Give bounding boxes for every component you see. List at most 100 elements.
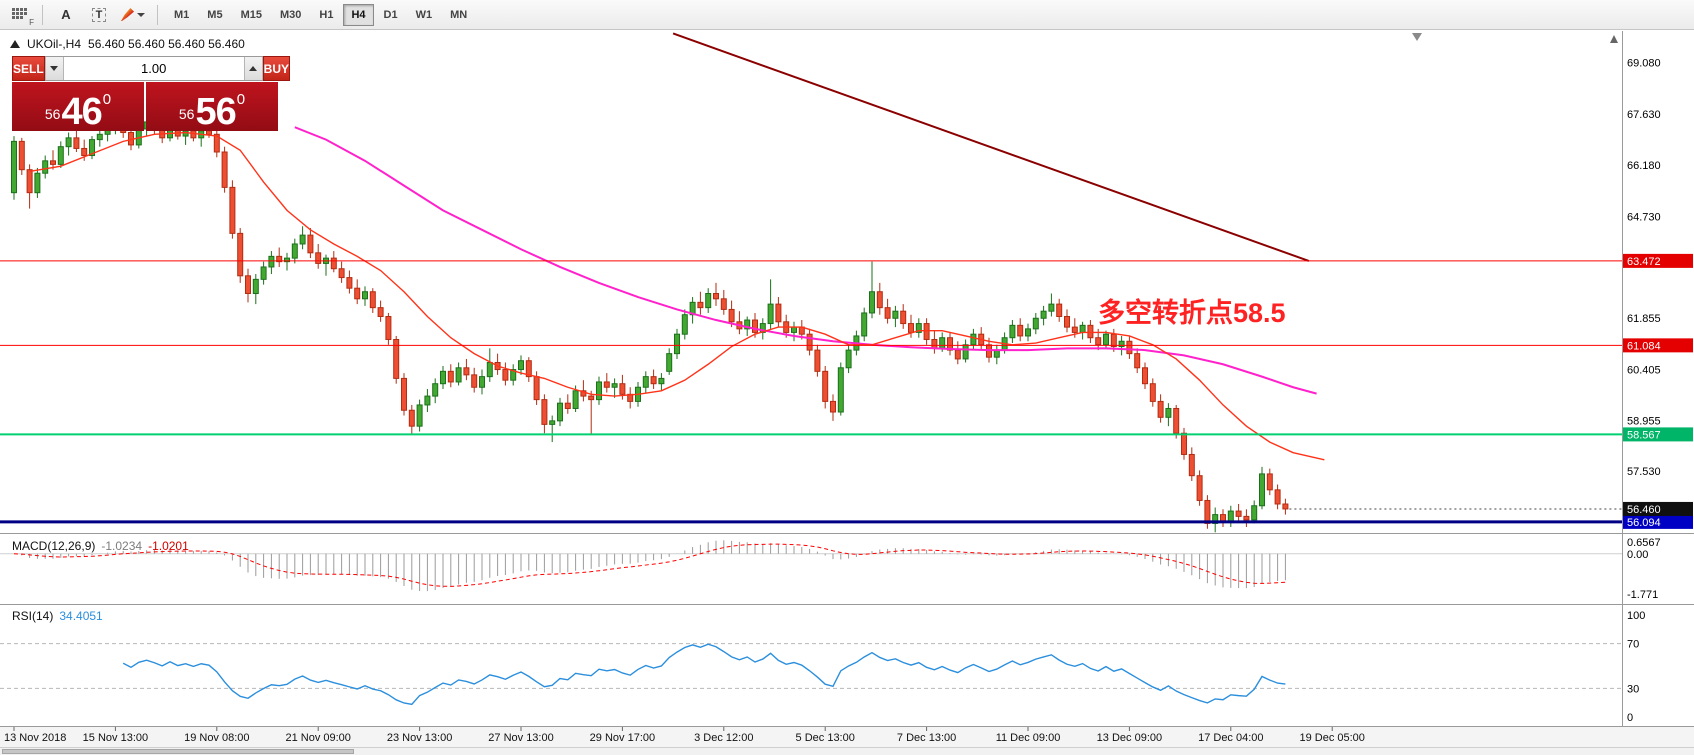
candle-body [338, 268, 345, 279]
sell-price-prefix: 56 [44, 106, 61, 122]
candle-body [81, 147, 88, 157]
volume-control [44, 56, 263, 81]
grid-icon [11, 8, 27, 19]
candle-body [1149, 383, 1156, 402]
candle-body [954, 349, 961, 360]
candle-body [845, 349, 852, 369]
candle-body [876, 291, 883, 309]
buy-price-display[interactable]: 56 56 0 [146, 82, 278, 131]
draw-tool-button[interactable] [117, 4, 149, 26]
timeframe-m1[interactable]: M1 [174, 8, 190, 21]
annotation-tool-label: A [61, 7, 71, 22]
timeframe-w1[interactable]: W1 [415, 8, 433, 21]
sell-price-big: 46 [61, 90, 102, 133]
candle-body [752, 319, 758, 333]
candle-body [346, 277, 353, 289]
ma-red-line[interactable] [29, 131, 1325, 461]
candle-body [260, 266, 267, 280]
timeframe-h1[interactable]: H1 [319, 8, 334, 21]
volume-increase-button[interactable] [243, 57, 263, 80]
volume-decrease-button[interactable] [44, 57, 64, 80]
price-badge [1623, 253, 1693, 268]
timeframe-mn[interactable]: MN [450, 8, 468, 21]
candle-body [642, 376, 649, 388]
candle-body [1103, 333, 1109, 346]
annotation-tool-button[interactable]: A [51, 4, 81, 26]
candle-body [26, 169, 33, 194]
candle-body [385, 315, 392, 340]
candle-body [720, 298, 727, 310]
chart-shift-marker[interactable] [1412, 33, 1422, 41]
candle-body [650, 376, 657, 385]
timeframe-m30[interactable]: M30 [279, 8, 302, 21]
candle-body [869, 291, 875, 314]
chart-annotation: 多空转折点58.5 [1098, 298, 1286, 328]
candle-body [1142, 367, 1148, 385]
price-badge-label: 56.094 [1627, 517, 1661, 529]
candle-body [34, 172, 41, 194]
candle-body [1071, 326, 1078, 333]
candle-body [455, 367, 462, 383]
volume-input[interactable] [63, 57, 244, 80]
candle-body [471, 374, 478, 388]
candle-body [440, 370, 446, 385]
sell-price-sup: 0 [102, 91, 112, 108]
one-click-toggle-icon[interactable] [10, 40, 20, 48]
toolbar-separator [157, 4, 158, 25]
text-tool-button[interactable]: T [84, 4, 114, 26]
candle-body [713, 292, 719, 300]
pencil-icon [121, 8, 134, 21]
candle-body [970, 333, 977, 346]
candle-body [213, 133, 220, 153]
candle-body [291, 243, 298, 259]
candle-body [603, 381, 610, 388]
price-axis-label: 57.530 [1627, 466, 1661, 478]
candle-body [1251, 505, 1258, 521]
price-badge-label: 58.567 [1627, 429, 1661, 441]
candle-body [1048, 303, 1055, 312]
scroll-up-icon[interactable] [1610, 35, 1618, 43]
time-axis-label: 3 Dec 12:00 [694, 732, 753, 744]
grid-tool-sub-label: F [29, 17, 34, 27]
candle-body [1259, 473, 1265, 507]
candle-body [393, 338, 400, 379]
timeframe-h4[interactable]: H4 [343, 3, 374, 26]
buy-price-prefix: 56 [178, 106, 195, 122]
buy-price-sup: 0 [236, 91, 246, 108]
timeframe-m15[interactable]: M15 [240, 8, 262, 21]
grid-tool-button[interactable]: F [4, 4, 34, 27]
candle-body [463, 367, 470, 376]
price-axis-label: 67.630 [1627, 109, 1661, 121]
timeframe-m5[interactable]: M5 [207, 8, 223, 21]
time-axis-label: 13 Nov 2018 [4, 732, 66, 744]
candle-body [1212, 514, 1219, 524]
rsi-axis-label: 30 [1627, 683, 1639, 695]
trendline[interactable] [672, 32, 1310, 262]
candle-body [18, 140, 25, 171]
candle-body [814, 349, 821, 372]
sell-price-display[interactable]: 56 46 0 [12, 82, 144, 131]
candle-body [330, 257, 337, 270]
timeframe-d1[interactable]: D1 [383, 8, 398, 21]
rsi-axis-label: 0 [1627, 712, 1633, 724]
candle-body [1173, 407, 1180, 434]
candle-body [541, 399, 548, 425]
candle-body [728, 308, 735, 323]
candle-body [822, 370, 829, 402]
buy-button[interactable]: BUY [262, 56, 291, 81]
sell-button[interactable]: SELL [12, 56, 45, 81]
ma-magenta-line[interactable] [294, 126, 1317, 395]
ohlc-values: 56.460 56.460 56.460 56.460 [88, 37, 245, 51]
time-axis-label: 13 Dec 09:00 [1097, 732, 1162, 744]
candle-body [1181, 432, 1187, 455]
horizontal-scrollbar[interactable] [0, 747, 1694, 755]
candle-body [658, 377, 665, 385]
price-badge [1623, 514, 1693, 529]
scrollbar-thumb[interactable] [2, 749, 354, 754]
candle-body [1266, 473, 1273, 491]
candle-body [1243, 515, 1250, 521]
candle-body [221, 151, 228, 188]
candle-body [564, 402, 571, 409]
